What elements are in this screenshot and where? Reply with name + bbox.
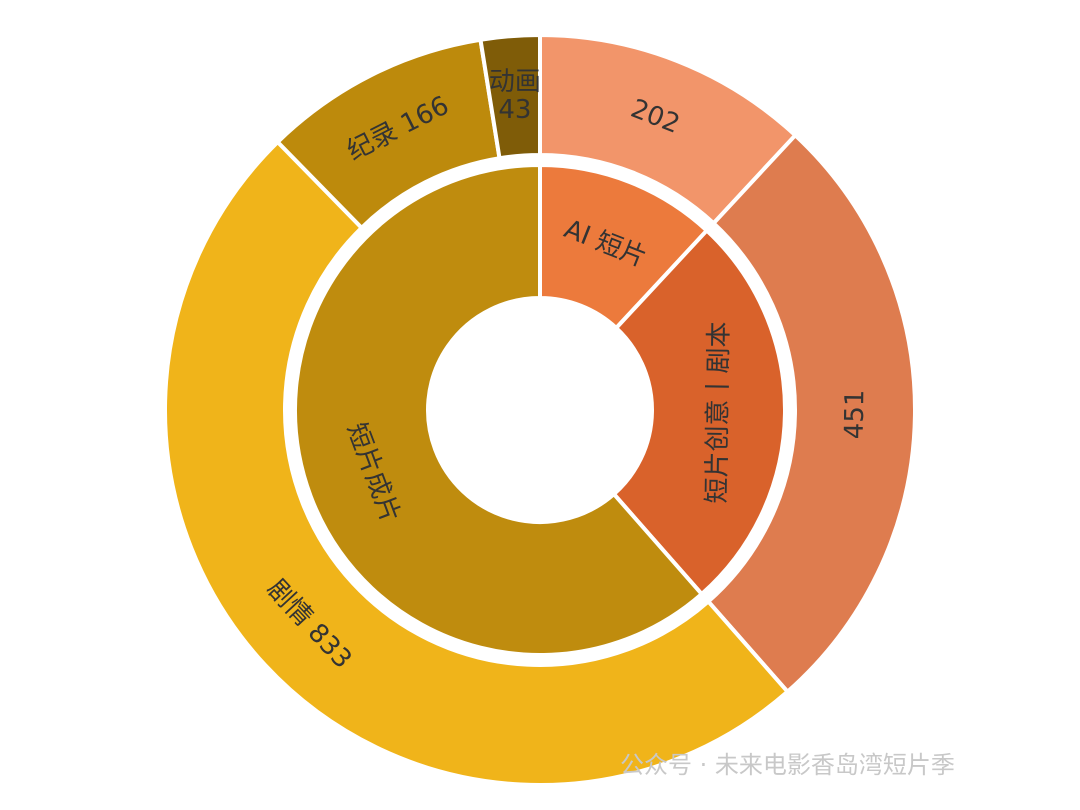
segment-label: 短片创意丨剧本 — [702, 321, 735, 503]
outer-segment — [705, 132, 917, 695]
outer-segment — [478, 32, 542, 161]
label-part: 短片创意丨剧本 — [702, 321, 735, 503]
label-part: 动画 — [489, 66, 541, 96]
label-part: 451 — [839, 389, 870, 439]
outer-segment — [163, 139, 791, 787]
inner-segment — [538, 162, 710, 331]
watermark: 公众号 · 未来电影香岛湾短片季 — [620, 751, 955, 779]
inner-segment — [611, 227, 787, 597]
label-part: 43 — [498, 94, 531, 124]
segment-label: 451 — [839, 389, 870, 439]
segment-label: 动画 43 — [489, 66, 541, 124]
inner-segment — [293, 162, 705, 657]
